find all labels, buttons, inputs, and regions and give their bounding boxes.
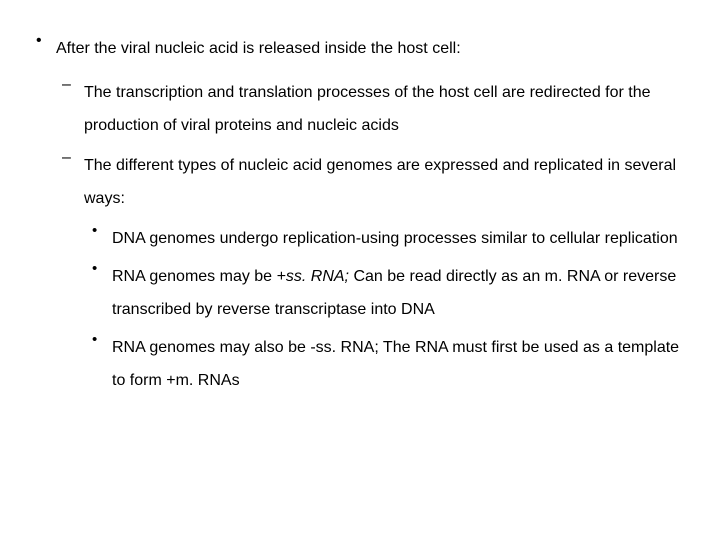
level3-text: RNA genomes may be +ss. RNA; Can be read…	[112, 260, 692, 327]
level3-list: DNA genomes undergo replication-using pr…	[84, 222, 692, 398]
level3-item: DNA genomes undergo replication-using pr…	[84, 222, 692, 256]
level3-item: RNA genomes may be +ss. RNA; Can be read…	[84, 260, 692, 327]
level1-text: After the viral nucleic acid is released…	[56, 32, 692, 66]
level3-text: DNA genomes undergo replication-using pr…	[112, 222, 692, 256]
l3-pre: RNA genomes may be	[112, 268, 277, 285]
level3-item: RNA genomes may also be -ss. RNA; The RN…	[84, 331, 692, 398]
level2-list: The transcription and translation proces…	[56, 76, 692, 398]
level1-item: After the viral nucleic acid is released…	[28, 32, 692, 398]
level2-text: The transcription and translation proces…	[84, 76, 692, 143]
level2-text: The different types of nucleic acid geno…	[84, 149, 692, 216]
level1-list: After the viral nucleic acid is released…	[28, 32, 692, 398]
level3-text: RNA genomes may also be -ss. RNA; The RN…	[112, 331, 692, 398]
level2-item: The different types of nucleic acid geno…	[56, 149, 692, 398]
level2-item: The transcription and translation proces…	[56, 76, 692, 143]
l3-em: +ss. RNA;	[277, 268, 349, 285]
